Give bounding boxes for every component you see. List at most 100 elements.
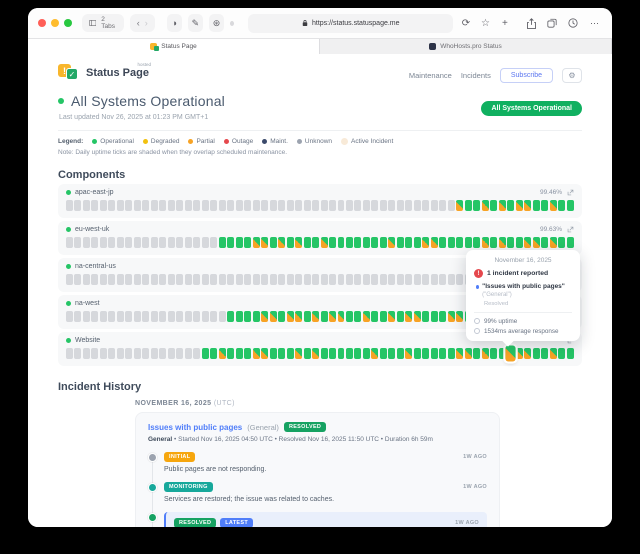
uptime-tick[interactable] [566, 200, 574, 211]
uptime-tick[interactable] [201, 311, 209, 322]
uptime-tick[interactable] [159, 348, 167, 359]
uptime-tick[interactable] [524, 200, 532, 211]
uptime-tick[interactable] [176, 200, 184, 211]
uptime-tick[interactable] [193, 348, 201, 359]
uptime-tick[interactable] [473, 237, 481, 248]
uptime-tick[interactable] [82, 311, 90, 322]
uptime-tick[interactable] [159, 311, 167, 322]
uptime-tick[interactable] [379, 311, 387, 322]
uptime-tick[interactable] [74, 274, 82, 285]
uptime-tick[interactable] [456, 274, 464, 285]
uptime-tick[interactable] [176, 274, 184, 285]
uptime-tick[interactable] [303, 200, 311, 211]
uptime-tick[interactable] [176, 311, 184, 322]
uptime-tick[interactable] [379, 348, 387, 359]
uptime-tick[interactable] [184, 237, 192, 248]
uptime-tick[interactable] [541, 348, 549, 359]
uptime-tick[interactable] [388, 237, 396, 248]
uptime-tick[interactable] [515, 200, 523, 211]
uptime-tick[interactable] [91, 311, 99, 322]
uptime-tick[interactable] [261, 348, 269, 359]
uptime-tick[interactable] [193, 311, 201, 322]
uptime-tick[interactable] [388, 274, 396, 285]
uptime-tick[interactable] [116, 274, 124, 285]
uptime-tick[interactable] [498, 348, 506, 359]
uptime-tick[interactable] [167, 274, 175, 285]
uptime-tick[interactable] [227, 200, 235, 211]
uptime-tick[interactable] [507, 237, 515, 248]
uptime-tick[interactable] [91, 200, 99, 211]
uptime-tick[interactable] [549, 237, 557, 248]
uptime-tick[interactable] [82, 237, 90, 248]
uptime-tick[interactable] [235, 311, 243, 322]
uptime-tick[interactable] [524, 237, 532, 248]
uptime-tick[interactable] [532, 200, 540, 211]
uptime-tick[interactable] [269, 200, 277, 211]
uptime-tick-hovered[interactable] [505, 345, 516, 362]
uptime-tick[interactable] [286, 348, 294, 359]
extensions-button[interactable]: ⊛ [208, 14, 225, 32]
duplicate-tab-button[interactable] [545, 14, 560, 32]
uptime-tick[interactable] [456, 311, 464, 322]
uptime-tick[interactable] [295, 311, 303, 322]
downloads-button[interactable] [566, 14, 581, 32]
uptime-tick[interactable] [99, 311, 107, 322]
page-settings-icon[interactable] [230, 20, 235, 26]
uptime-tick[interactable] [218, 200, 226, 211]
uptime-tick[interactable] [82, 200, 90, 211]
uptime-tick[interactable] [405, 311, 413, 322]
uptime-tick[interactable] [184, 274, 192, 285]
uptime-tick[interactable] [252, 311, 260, 322]
uptime-tick[interactable] [142, 237, 150, 248]
uptime-tick[interactable] [244, 274, 252, 285]
uptime-tick[interactable] [295, 274, 303, 285]
new-tab-button[interactable]: + [498, 14, 511, 32]
uptime-tick[interactable] [447, 348, 455, 359]
uptime-tick[interactable] [481, 200, 489, 211]
uptime-tick[interactable] [456, 348, 464, 359]
incident-title-link[interactable]: Issues with public pages [148, 422, 243, 432]
uptime-tick[interactable] [405, 200, 413, 211]
uptime-tick[interactable] [108, 237, 116, 248]
uptime-tick[interactable] [541, 200, 549, 211]
tab-status-page[interactable]: Status Page [28, 39, 320, 54]
uptime-tick[interactable] [320, 311, 328, 322]
uptime-tick[interactable] [303, 348, 311, 359]
uptime-tick[interactable] [210, 200, 218, 211]
uptime-tick[interactable] [379, 200, 387, 211]
uptime-tick[interactable] [150, 348, 158, 359]
uptime-tick[interactable] [218, 348, 226, 359]
uptime-tick[interactable] [388, 348, 396, 359]
uptime-tick[interactable] [337, 200, 345, 211]
uptime-tick[interactable] [210, 274, 218, 285]
uptime-tick[interactable] [116, 311, 124, 322]
uptime-tick[interactable] [269, 311, 277, 322]
uptime-tick[interactable] [312, 274, 320, 285]
uptime-tick[interactable] [312, 237, 320, 248]
uptime-tick[interactable] [244, 348, 252, 359]
uptime-tick[interactable] [295, 348, 303, 359]
uptime-tick[interactable] [312, 311, 320, 322]
close-window-button[interactable] [38, 19, 46, 27]
uptime-tick[interactable] [422, 200, 430, 211]
uptime-tick[interactable] [227, 311, 235, 322]
uptime-tick[interactable] [413, 237, 421, 248]
uptime-tick[interactable] [388, 311, 396, 322]
uptime-tick[interactable] [430, 311, 438, 322]
uptime-tick[interactable] [371, 274, 379, 285]
uptime-tick[interactable] [261, 274, 269, 285]
uptime-tick[interactable] [295, 200, 303, 211]
uptime-tick[interactable] [133, 348, 141, 359]
uptime-tick[interactable] [345, 348, 353, 359]
uptime-tick[interactable] [252, 274, 260, 285]
uptime-tick[interactable] [244, 311, 252, 322]
uptime-tick[interactable] [252, 237, 260, 248]
reader-mode-button[interactable]: ◑ [166, 14, 182, 32]
uptime-tick[interactable] [125, 348, 133, 359]
uptime-tick[interactable] [430, 348, 438, 359]
uptime-tick[interactable] [312, 348, 320, 359]
uptime-tick[interactable] [269, 274, 277, 285]
uptime-tick[interactable] [439, 200, 447, 211]
uptime-tick[interactable] [515, 237, 523, 248]
uptime-tick[interactable] [125, 237, 133, 248]
